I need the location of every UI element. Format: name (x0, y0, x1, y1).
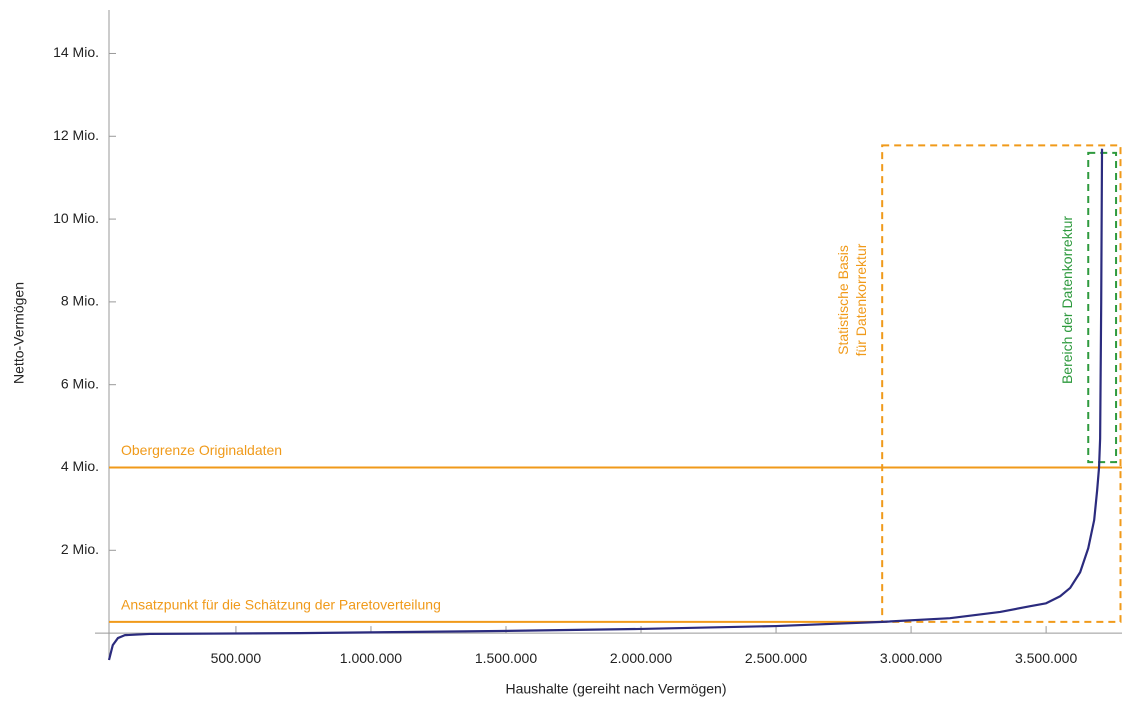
x-tick-label: 500.000 (211, 650, 262, 666)
x-tick-label: 3.500.000 (1015, 650, 1077, 666)
y-tick-label: 4 Mio. (61, 458, 99, 474)
reference-label: Ansatzpunkt für die Schätzung der Pareto… (121, 597, 441, 613)
y-tick-label: 6 Mio. (61, 375, 99, 391)
region-label: Bereich der Datenkorrektur (1059, 216, 1075, 384)
region-box (881, 144, 1122, 623)
x-tick-label: 1.500.000 (475, 650, 537, 666)
x-tick-label: 3.000.000 (880, 650, 942, 666)
y-tick-label: 12 Mio. (53, 127, 99, 143)
region-label: Statistische Basis (835, 245, 851, 355)
data-line (107, 148, 1104, 661)
reference-label: Obergrenze Originaldaten (121, 442, 282, 458)
region-label: für Datenkorrektur (853, 243, 869, 356)
x-tick-label: 1.000.000 (340, 650, 402, 666)
x-axis-title: Haushalte (gereiht nach Vermögen) (505, 681, 726, 697)
y-tick-label: 10 Mio. (53, 210, 99, 226)
y-axis-title: Netto-Vermögen (11, 282, 27, 384)
x-tick-label: 2.500.000 (745, 650, 807, 666)
y-tick-label: 14 Mio. (53, 44, 99, 60)
y-tick-label: 2 Mio. (61, 541, 99, 557)
y-tick-label: 8 Mio. (61, 293, 99, 309)
x-tick-label: 2.000.000 (610, 650, 672, 666)
